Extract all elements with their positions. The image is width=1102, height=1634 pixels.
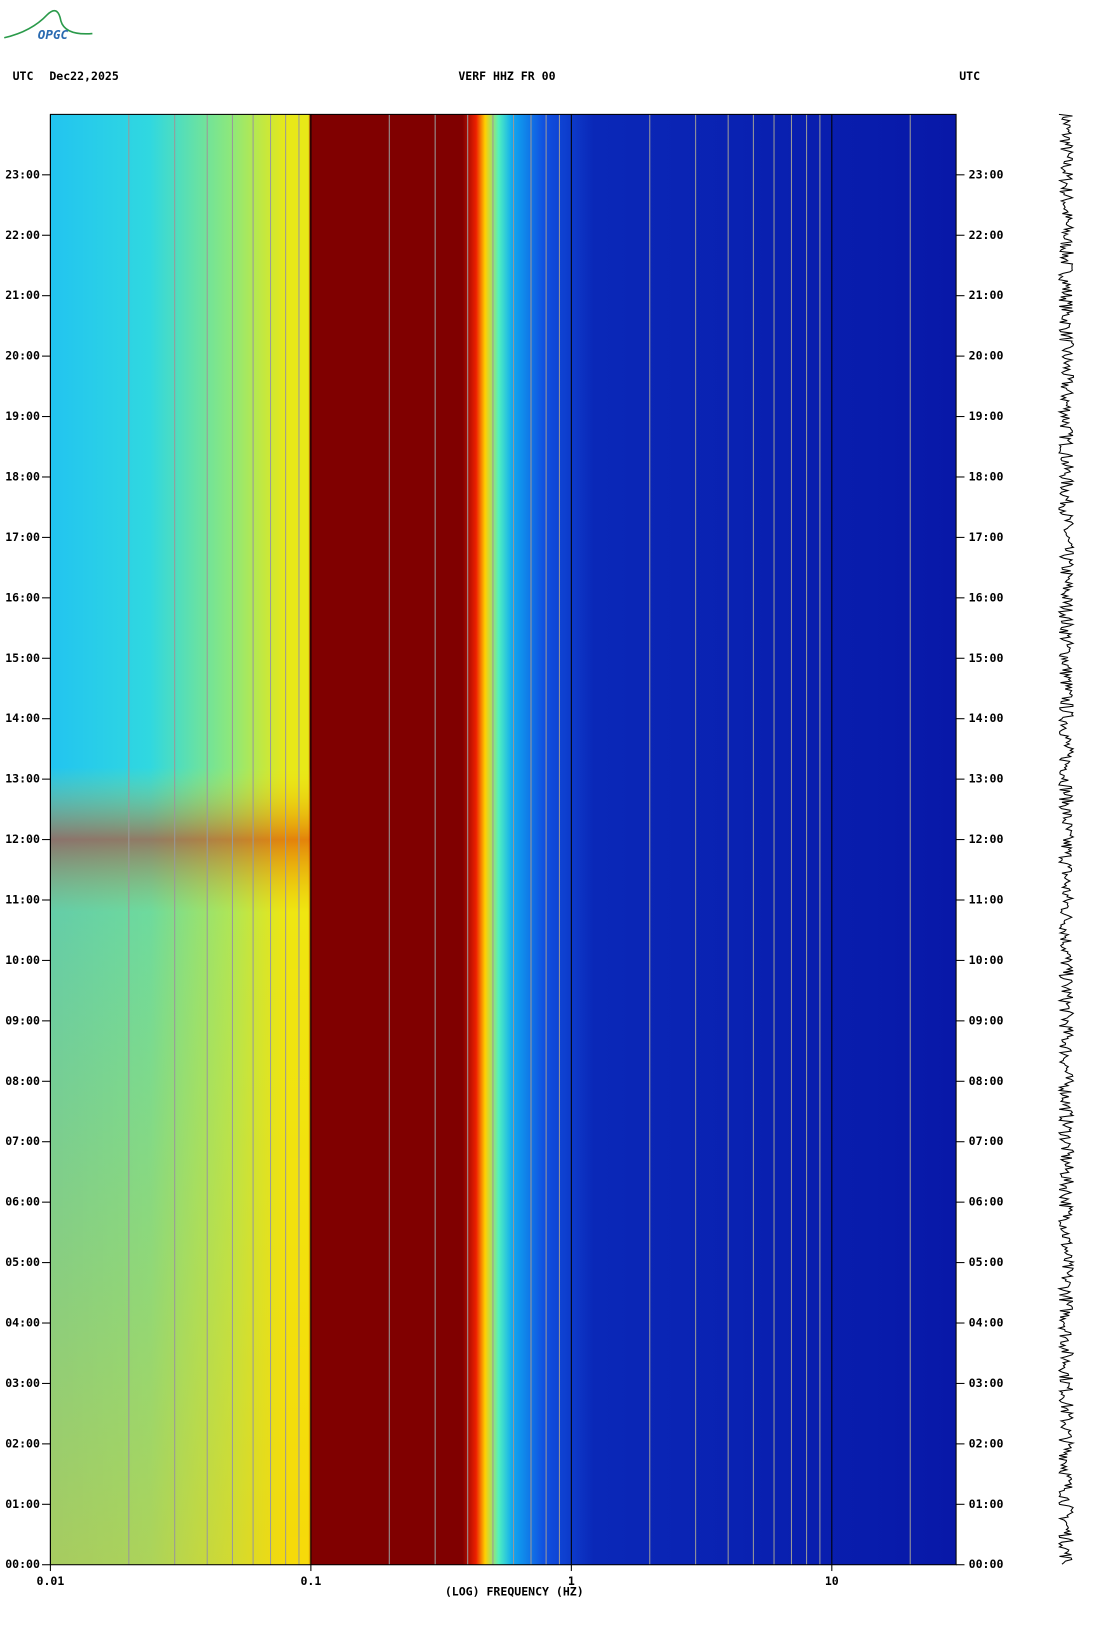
y-tick-label-right: 01:00 — [969, 1497, 1004, 1511]
y-tick-label-right: 11:00 — [969, 892, 1004, 906]
y-tick-label-right: 23:00 — [969, 167, 1004, 181]
x-tick-label: 1 — [568, 1574, 575, 1588]
y-tick-label: 13:00 — [5, 772, 40, 786]
y-tick-label: 19:00 — [5, 409, 40, 423]
y-tick-label-right: 06:00 — [969, 1195, 1004, 1209]
y-tick-label-right: 21:00 — [969, 288, 1004, 302]
y-tick-label-right: 19:00 — [969, 409, 1004, 423]
y-tick-label-right: 17:00 — [969, 530, 1004, 544]
y-tick-label-right: 08:00 — [969, 1074, 1004, 1088]
y-tick-label-right: 07:00 — [969, 1134, 1004, 1148]
plot-frame — [49, 113, 957, 1566]
y-tick-label-right: 03:00 — [969, 1376, 1004, 1390]
y-tick-label: 02:00 — [5, 1436, 40, 1450]
y-tick-label-right: 14:00 — [969, 711, 1004, 725]
x-axis-label: (LOG) FREQUENCY (HZ) — [445, 1585, 584, 1599]
y-tick-label-right: 02:00 — [969, 1436, 1004, 1450]
left-label: UTC — [13, 69, 34, 83]
y-tick-label: 01:00 — [5, 1497, 40, 1511]
y-tick-label: 20:00 — [5, 349, 40, 363]
y-tick-label: 07:00 — [5, 1134, 40, 1148]
right-label: UTC — [959, 69, 980, 83]
y-tick-label-right: 00:00 — [969, 1557, 1004, 1571]
y-tick-label: 04:00 — [5, 1316, 40, 1330]
y-tick-label: 05:00 — [5, 1255, 40, 1269]
y-tick-label: 12:00 — [5, 832, 40, 846]
y-tick-label-right: 20:00 — [969, 349, 1004, 363]
y-tick-label-right: 04:00 — [969, 1316, 1004, 1330]
y-tick-label: 00:00 — [5, 1557, 40, 1571]
y-tick-label: 08:00 — [5, 1074, 40, 1088]
spectrogram-overlay — [50, 114, 311, 1565]
y-tick-label-right: 09:00 — [969, 1013, 1004, 1027]
y-tick-label: 03:00 — [5, 1376, 40, 1390]
y-tick-label: 15:00 — [5, 651, 40, 665]
y-tick-label-right: 18:00 — [969, 469, 1004, 483]
y-tick-label-right: 10:00 — [969, 953, 1004, 967]
y-tick-label: 18:00 — [5, 469, 40, 483]
x-tick-label: 10 — [825, 1574, 839, 1588]
y-tick-label-right: 12:00 — [969, 832, 1004, 846]
y-tick-label: 16:00 — [5, 590, 40, 604]
y-tick-label: 17:00 — [5, 530, 40, 544]
y-tick-label: 23:00 — [5, 167, 40, 181]
y-tick-label-right: 22:00 — [969, 228, 1004, 242]
y-tick-label: 11:00 — [5, 892, 40, 906]
y-tick-label: 09:00 — [5, 1013, 40, 1027]
x-tick-label: 0.01 — [37, 1574, 65, 1588]
logo-mark — [4, 9, 93, 39]
chart-title: VERF HHZ FR 00 — [458, 69, 555, 83]
x-tick-label: 0.1 — [300, 1574, 321, 1588]
y-tick-label-right: 05:00 — [969, 1255, 1004, 1269]
logo: OPGC — [38, 27, 69, 42]
waveform — [1057, 113, 1076, 1565]
y-tick-label: 14:00 — [5, 711, 40, 725]
y-tick-label-right: 15:00 — [969, 651, 1004, 665]
y-tick-label-right: 13:00 — [969, 772, 1004, 786]
y-tick-label-right: 16:00 — [969, 590, 1004, 604]
y-tick-label: 06:00 — [5, 1195, 40, 1209]
y-tick-label: 21:00 — [5, 288, 40, 302]
y-tick-label: 10:00 — [5, 953, 40, 967]
date: Dec22,2025 — [49, 69, 118, 83]
y-tick-label: 22:00 — [5, 228, 40, 242]
